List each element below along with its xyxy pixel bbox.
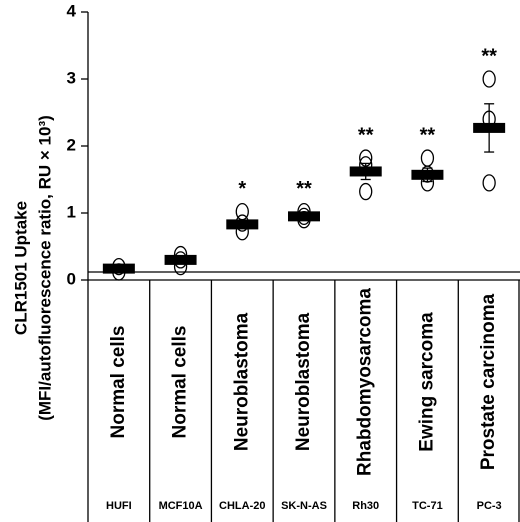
mean-bar [102, 263, 135, 274]
mean-bar [349, 166, 382, 177]
x-tick-label: CHLA-20 [219, 500, 265, 512]
mean-bar [226, 219, 259, 230]
cell-type-label: Normal cells [108, 326, 129, 439]
y-tick-label: 3 [67, 68, 76, 87]
mean-bar [473, 122, 506, 133]
y-tick-label: 4 [67, 1, 77, 20]
x-tick-label: Rh30 [352, 500, 379, 512]
data-point [482, 174, 496, 192]
significance: ** [358, 124, 374, 146]
mean-bar [411, 169, 444, 180]
significance: ** [296, 178, 312, 200]
y-axis-label-2: (MFI/autofluorescence ratio, RU × 10³) [35, 115, 54, 421]
cell-type-label: Neuroblastoma [293, 312, 314, 451]
data-point [359, 149, 373, 167]
y-axis-label: CLR1501 Uptake [11, 201, 30, 335]
cell-type-label: Neuroblastoma [231, 312, 252, 451]
cell-type-label: Prostate carcinoma [478, 293, 499, 470]
cell-type-label: Rhabdomyosarcoma [355, 288, 376, 476]
y-tick-label: 2 [67, 135, 76, 154]
data-point [359, 182, 373, 201]
mean-bar [164, 254, 197, 265]
significance: ** [481, 45, 497, 67]
x-tick-label: HUFI [106, 500, 132, 512]
x-tick-label: MCF10A [159, 500, 203, 512]
data-point [420, 149, 435, 167]
y-tick-label: 1 [67, 202, 76, 221]
x-tick-label: PC-3 [477, 500, 502, 512]
y-tick-label: 0 [67, 269, 76, 288]
significance: * [238, 178, 246, 200]
mean-bar [288, 211, 320, 222]
cell-type-label: Ewing sarcoma [416, 312, 437, 452]
data-point [482, 70, 496, 88]
x-tick-label: TC-71 [412, 500, 443, 512]
significance: ** [420, 124, 436, 146]
x-tick-label: SK-N-AS [281, 500, 327, 512]
frame [87, 12, 520, 522]
cell-type-label: Normal cells [170, 326, 191, 439]
